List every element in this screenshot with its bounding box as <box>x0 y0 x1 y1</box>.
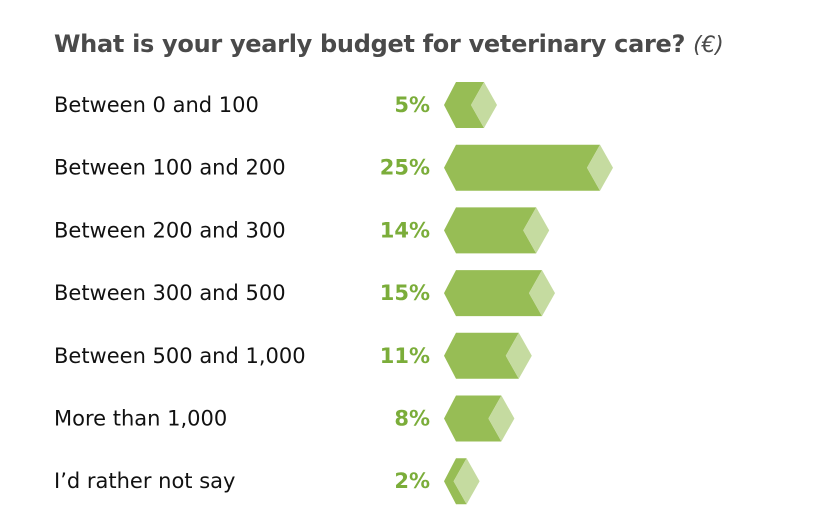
value-label: 15% <box>380 281 430 305</box>
bar-tip <box>505 332 532 379</box>
category-label: I’d rather not say <box>54 469 235 493</box>
value-label: 2% <box>394 469 430 493</box>
bar-tip <box>488 395 515 442</box>
category-label: Between 100 and 200 <box>54 156 286 180</box>
value-label: 5% <box>394 93 430 117</box>
category-label: Between 300 and 500 <box>54 281 286 305</box>
bar <box>444 270 542 317</box>
title-unit: (€) <box>693 33 724 58</box>
bar <box>444 144 600 191</box>
chart-title: What is your yearly budget for veterinar… <box>54 30 724 58</box>
value-label: 11% <box>380 344 430 368</box>
bar <box>444 332 519 379</box>
bar-tip <box>471 82 497 128</box>
bar-tip <box>529 270 555 317</box>
bar-tip <box>587 144 613 191</box>
value-label: 8% <box>394 407 430 431</box>
bar <box>444 207 537 254</box>
title-text: What is your yearly budget for veterinar… <box>54 30 686 58</box>
bar <box>444 82 484 128</box>
value-label: 25% <box>380 156 430 180</box>
bar <box>444 458 467 505</box>
category-label: Between 200 and 300 <box>54 218 286 242</box>
bar <box>444 395 502 442</box>
bar-tip <box>523 207 550 254</box>
category-label: Between 500 and 1,000 <box>54 344 306 368</box>
category-label: Between 0 and 100 <box>54 93 259 117</box>
category-label: More than 1,000 <box>54 407 227 431</box>
bar-tip <box>453 458 480 505</box>
value-label: 14% <box>380 218 430 242</box>
